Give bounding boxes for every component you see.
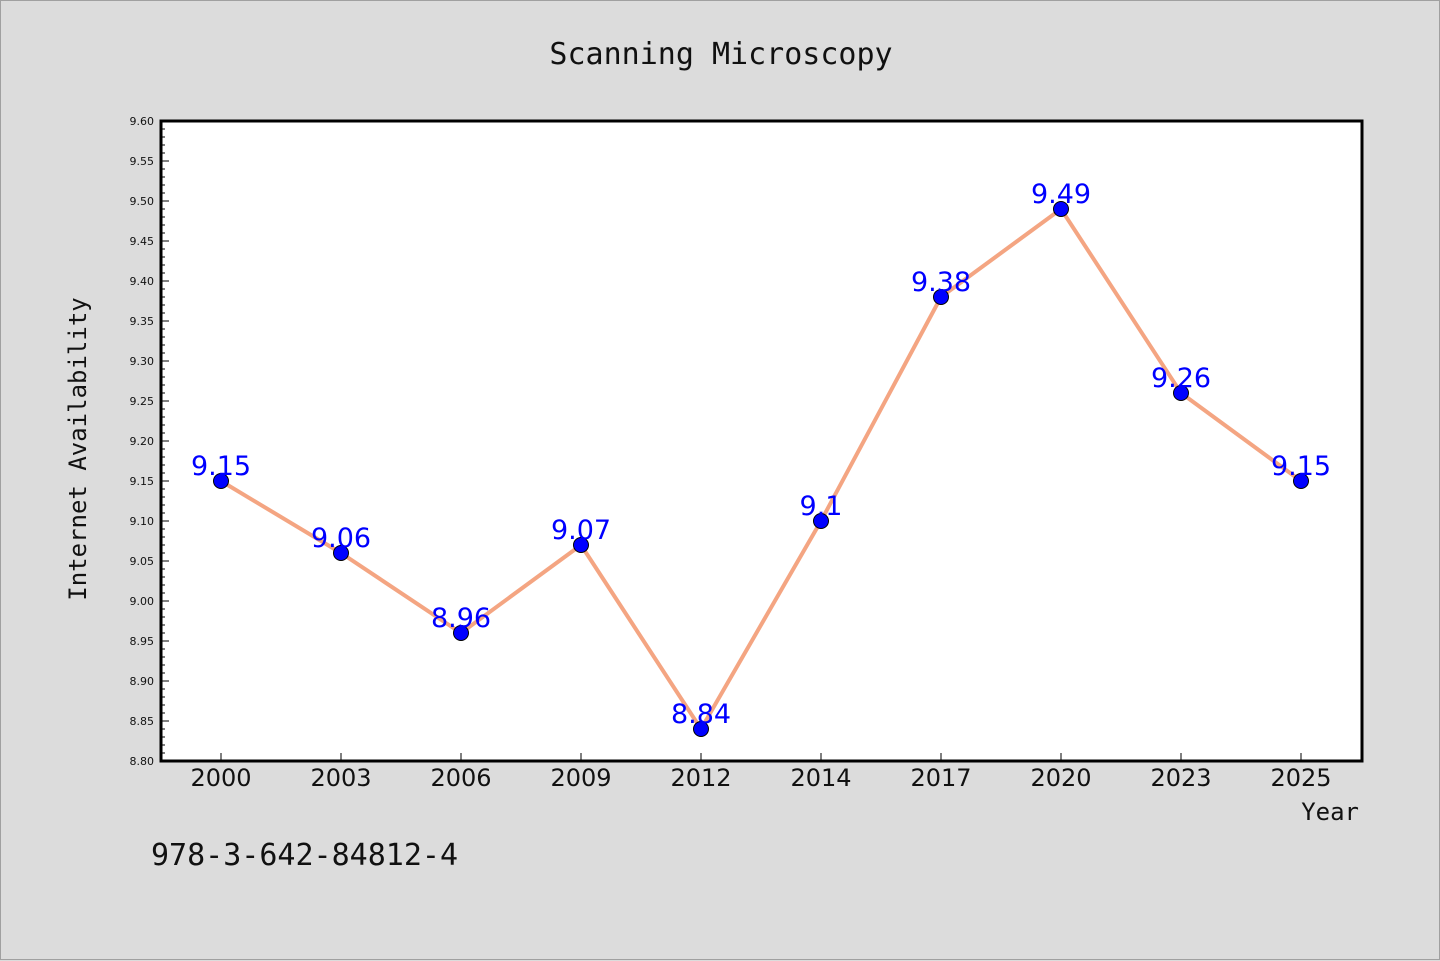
- data-point: [1293, 473, 1309, 489]
- y-tick-label: 9.40: [130, 275, 155, 288]
- y-tick-label: 9.60: [130, 115, 155, 128]
- data-point: [933, 289, 949, 305]
- x-axis-label: Year: [1301, 798, 1359, 826]
- x-tick-label: 2006: [430, 764, 491, 792]
- y-tick-label: 9.20: [130, 435, 155, 448]
- data-label: 9.06: [311, 523, 371, 554]
- x-tick-label: 2000: [190, 764, 251, 792]
- data-point: [573, 537, 589, 553]
- y-tick-label: 9.10: [130, 515, 155, 528]
- y-tick-label: 9.00: [130, 595, 155, 608]
- y-tick-label: 8.80: [130, 755, 155, 768]
- y-tick-label: 9.25: [130, 395, 155, 408]
- x-tick-label: 2020: [1030, 764, 1091, 792]
- y-tick-label: 9.35: [130, 315, 155, 328]
- data-label: 9.1: [800, 491, 843, 522]
- x-axis: 2000 2003 2006 2009 2012 2014 2017 2020 2023 2025: [190, 753, 1332, 792]
- data-point: [1053, 201, 1069, 217]
- y-tick-label: 9.55: [130, 155, 155, 168]
- data-label: 8.84: [671, 699, 731, 730]
- data-label: 8.96: [431, 603, 491, 634]
- y-tick-label: 9.05: [130, 555, 155, 568]
- y-tick-label: 8.95: [130, 635, 155, 648]
- y-tick-label: 9.15: [130, 475, 155, 488]
- data-point: [213, 473, 229, 489]
- series-line: [219, 207, 1303, 731]
- data-point: [333, 545, 349, 561]
- data-label: 9.15: [191, 451, 251, 482]
- y-tick-label: 9.50: [130, 195, 155, 208]
- y-axis-label: Internet Availability: [64, 297, 92, 600]
- series-layer: 9.15 9.06 8.96 9.07 8.84 9.1 9.38 9.49 9.26 9.15: [191, 179, 1331, 737]
- y-tick-label: 9.30: [130, 355, 155, 368]
- x-tick-label: 2023: [1150, 764, 1211, 792]
- data-point: [453, 625, 469, 641]
- x-tick-label: 2009: [550, 764, 611, 792]
- x-tick-label: 2003: [310, 764, 371, 792]
- data-label: 9.15: [1271, 451, 1331, 482]
- plot-area: [159, 119, 1364, 763]
- chart-title: Scanning Microscopy: [549, 37, 892, 72]
- y-tick-label: 8.85: [130, 715, 155, 728]
- data-point: [693, 721, 709, 737]
- data-label: 9.49: [1031, 179, 1091, 210]
- x-tick-label: 2017: [910, 764, 971, 792]
- y-tick-label: 9.45: [130, 235, 155, 248]
- data-point: [813, 513, 829, 529]
- x-tick-label: 2025: [1270, 764, 1331, 792]
- data-label: 9.38: [911, 267, 971, 298]
- x-tick-label: 2014: [790, 764, 851, 792]
- y-tick-label: 8.90: [130, 675, 155, 688]
- data-point: [1173, 385, 1189, 401]
- data-label: 9.26: [1151, 363, 1211, 394]
- data-label: 9.07: [551, 515, 611, 546]
- isbn-text: 978-3-642-84812-4: [151, 838, 458, 873]
- x-tick-label: 2012: [670, 764, 731, 792]
- y-axis: 8.80 8.85 8.90 8.95 9.00 9.05 9.10 9.15 9.20 9.25…: [130, 115, 169, 768]
